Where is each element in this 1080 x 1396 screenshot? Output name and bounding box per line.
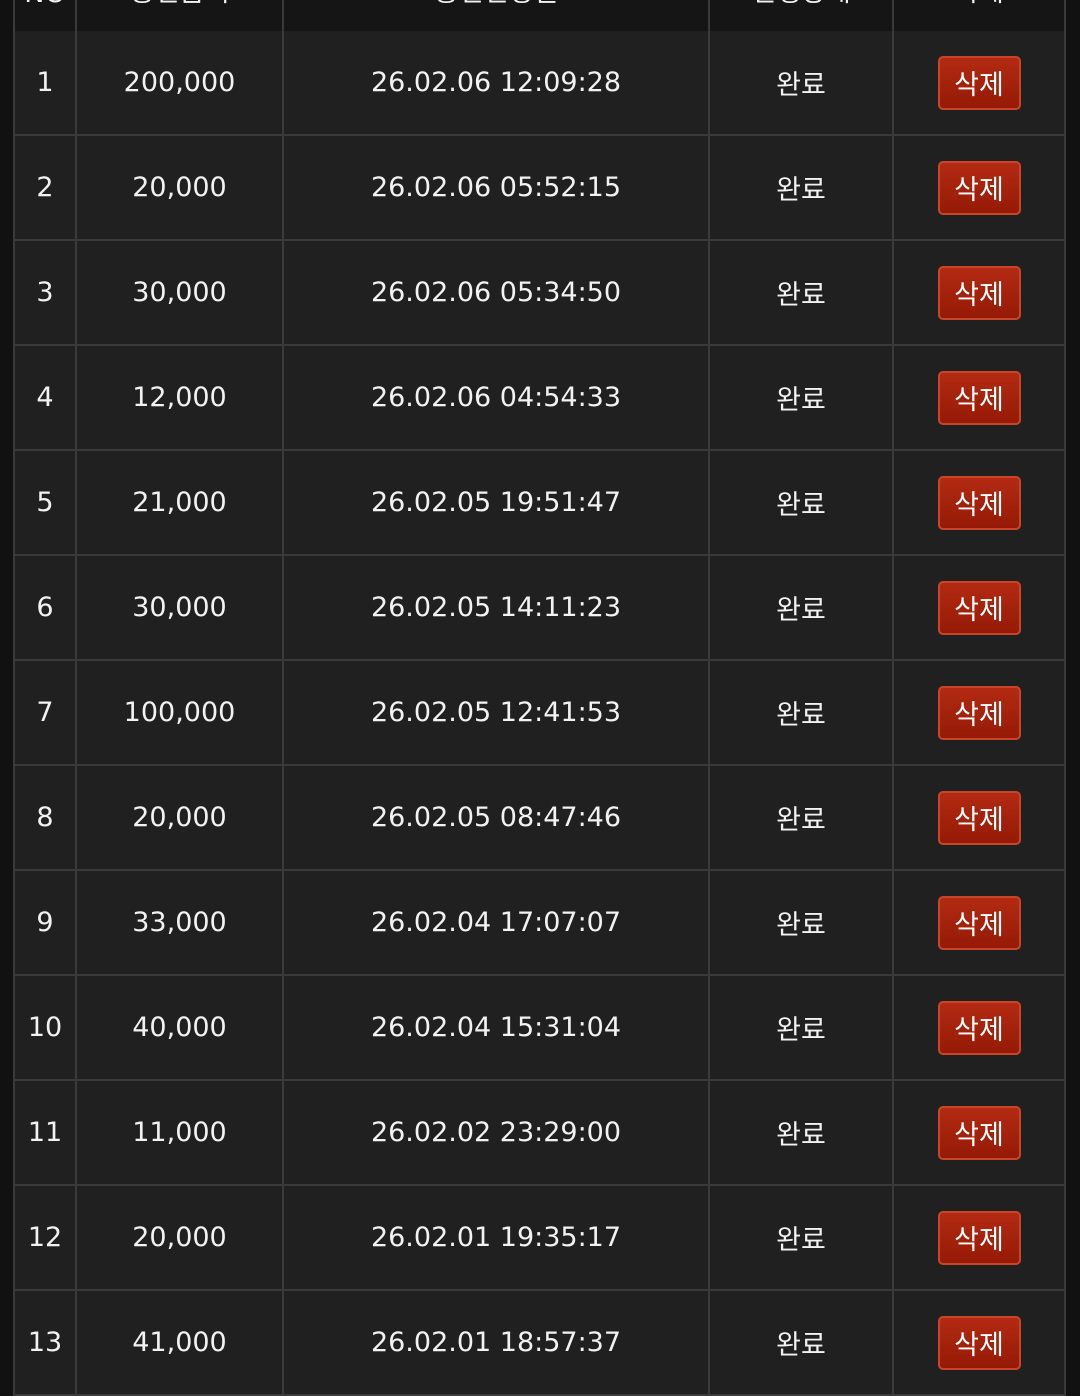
table-cell: 삭제: [894, 556, 1066, 661]
table-cell: 30,000: [77, 556, 284, 661]
table-cell: 26.02.02 23:29:00: [284, 1081, 710, 1186]
table-cell: 삭제: [894, 1291, 1066, 1396]
delete-button[interactable]: 삭제: [937, 790, 1021, 845]
table-cell: 4: [13, 346, 77, 451]
delete-button[interactable]: 삭제: [937, 895, 1021, 950]
table-cell: 26.02.01 18:57:37: [284, 1291, 710, 1396]
table-cell: 20,000: [77, 766, 284, 871]
header-cell: 충전금액: [77, 0, 284, 35]
table-cell: 완료: [710, 1081, 894, 1186]
header-cell: 진행상태: [710, 0, 894, 35]
table-cell: 26.02.06 05:52:15: [284, 136, 710, 241]
table-cell: 완료: [710, 556, 894, 661]
table-cell: 21,000: [77, 451, 284, 556]
table-cell: 완료: [710, 451, 894, 556]
table-cell: 11,000: [77, 1081, 284, 1186]
table-cell: 완료: [710, 1291, 894, 1396]
table-cell: 8: [13, 766, 77, 871]
table-cell: 삭제: [894, 241, 1066, 346]
table-cell: 26.02.06 04:54:33: [284, 346, 710, 451]
table-cell: 삭제: [894, 1186, 1066, 1291]
delete-button[interactable]: 삭제: [937, 370, 1021, 425]
table-cell: 삭제: [894, 976, 1066, 1081]
table-cell: 26.02.05 08:47:46: [284, 766, 710, 871]
table-row: 10 40,000 26.02.04 15:31:04 완료 삭제: [13, 976, 1066, 1081]
table-cell: 완료: [710, 871, 894, 976]
table-cell: 완료: [710, 346, 894, 451]
table-row: 13 41,000 26.02.01 18:57:37 완료 삭제: [13, 1291, 1066, 1396]
table-cell: 13: [13, 1291, 77, 1396]
table-cell: 26.02.01 19:35:17: [284, 1186, 710, 1291]
table-cell: 완료: [710, 241, 894, 346]
table-cell: 9: [13, 871, 77, 976]
header-cell: 삭제: [894, 0, 1066, 35]
table-cell: 26.02.05 14:11:23: [284, 556, 710, 661]
table-cell: 6: [13, 556, 77, 661]
table-cell: 3: [13, 241, 77, 346]
delete-button[interactable]: 삭제: [937, 1000, 1021, 1055]
table-cell: 12: [13, 1186, 77, 1291]
delete-button[interactable]: 삭제: [937, 1105, 1021, 1160]
table-row: 1 200,000 26.02.06 12:09:28 완료 삭제: [13, 31, 1066, 136]
delete-button[interactable]: 삭제: [937, 55, 1021, 110]
table-row: 5 21,000 26.02.05 19:51:47 완료 삭제: [13, 451, 1066, 556]
header-row: NO충전금액충전신청일진행상태삭제: [13, 0, 1066, 35]
delete-button[interactable]: 삭제: [937, 1210, 1021, 1265]
delete-button[interactable]: 삭제: [937, 580, 1021, 635]
table-cell: 33,000: [77, 871, 284, 976]
table-cell: 100,000: [77, 661, 284, 766]
table-cell: 완료: [710, 1186, 894, 1291]
table-cell: 삭제: [894, 136, 1066, 241]
table-row: 9 33,000 26.02.04 17:07:07 완료 삭제: [13, 871, 1066, 976]
table-cell: 200,000: [77, 31, 284, 136]
table-cell: 26.02.06 12:09:28: [284, 31, 710, 136]
table-cell: 20,000: [77, 1186, 284, 1291]
table-row: 6 30,000 26.02.05 14:11:23 완료 삭제: [13, 556, 1066, 661]
table-row: 7 100,000 26.02.05 12:41:53 완료 삭제: [13, 661, 1066, 766]
table-cell: 완료: [710, 136, 894, 241]
table-cell: 26.02.06 05:34:50: [284, 241, 710, 346]
table-cell: 26.02.05 19:51:47: [284, 451, 710, 556]
table-row: 3 30,000 26.02.06 05:34:50 완료 삭제: [13, 241, 1066, 346]
table-cell: 7: [13, 661, 77, 766]
table-cell: 40,000: [77, 976, 284, 1081]
table-cell: 1: [13, 31, 77, 136]
header-cell: 충전신청일: [284, 0, 710, 35]
table-cell: 완료: [710, 31, 894, 136]
delete-button[interactable]: 삭제: [937, 265, 1021, 320]
delete-button[interactable]: 삭제: [937, 685, 1021, 740]
table-cell: 완료: [710, 766, 894, 871]
table-row: 2 20,000 26.02.06 05:52:15 완료 삭제: [13, 136, 1066, 241]
table-row: 12 20,000 26.02.01 19:35:17 완료 삭제: [13, 1186, 1066, 1291]
delete-button[interactable]: 삭제: [937, 475, 1021, 530]
table-cell: 삭제: [894, 661, 1066, 766]
table-row: 4 12,000 26.02.06 04:54:33 완료 삭제: [13, 346, 1066, 451]
table-cell: 5: [13, 451, 77, 556]
table-cell: 20,000: [77, 136, 284, 241]
table-cell: 삭제: [894, 346, 1066, 451]
table-cell: 삭제: [894, 31, 1066, 136]
table-cell: 26.02.04 15:31:04: [284, 976, 710, 1081]
table-row: 8 20,000 26.02.05 08:47:46 완료 삭제: [13, 766, 1066, 871]
table-cell: 완료: [710, 976, 894, 1081]
table-cell: 12,000: [77, 346, 284, 451]
table-cell: 11: [13, 1081, 77, 1186]
table-cell: 30,000: [77, 241, 284, 346]
delete-button[interactable]: 삭제: [937, 1315, 1021, 1370]
table-row: 11 11,000 26.02.02 23:29:00 완료 삭제: [13, 1081, 1066, 1186]
table-cell: 삭제: [894, 451, 1066, 556]
table-cell: 완료: [710, 661, 894, 766]
header-cell: NO: [13, 0, 77, 35]
table-cell: 26.02.04 17:07:07: [284, 871, 710, 976]
table-cell: 삭제: [894, 871, 1066, 976]
table-cell: 10: [13, 976, 77, 1081]
table-cell: 삭제: [894, 1081, 1066, 1186]
table-cell: 26.02.05 12:41:53: [284, 661, 710, 766]
table-cell: 삭제: [894, 766, 1066, 871]
delete-button[interactable]: 삭제: [937, 160, 1021, 215]
table-cell: 41,000: [77, 1291, 284, 1396]
table-cell: 2: [13, 136, 77, 241]
